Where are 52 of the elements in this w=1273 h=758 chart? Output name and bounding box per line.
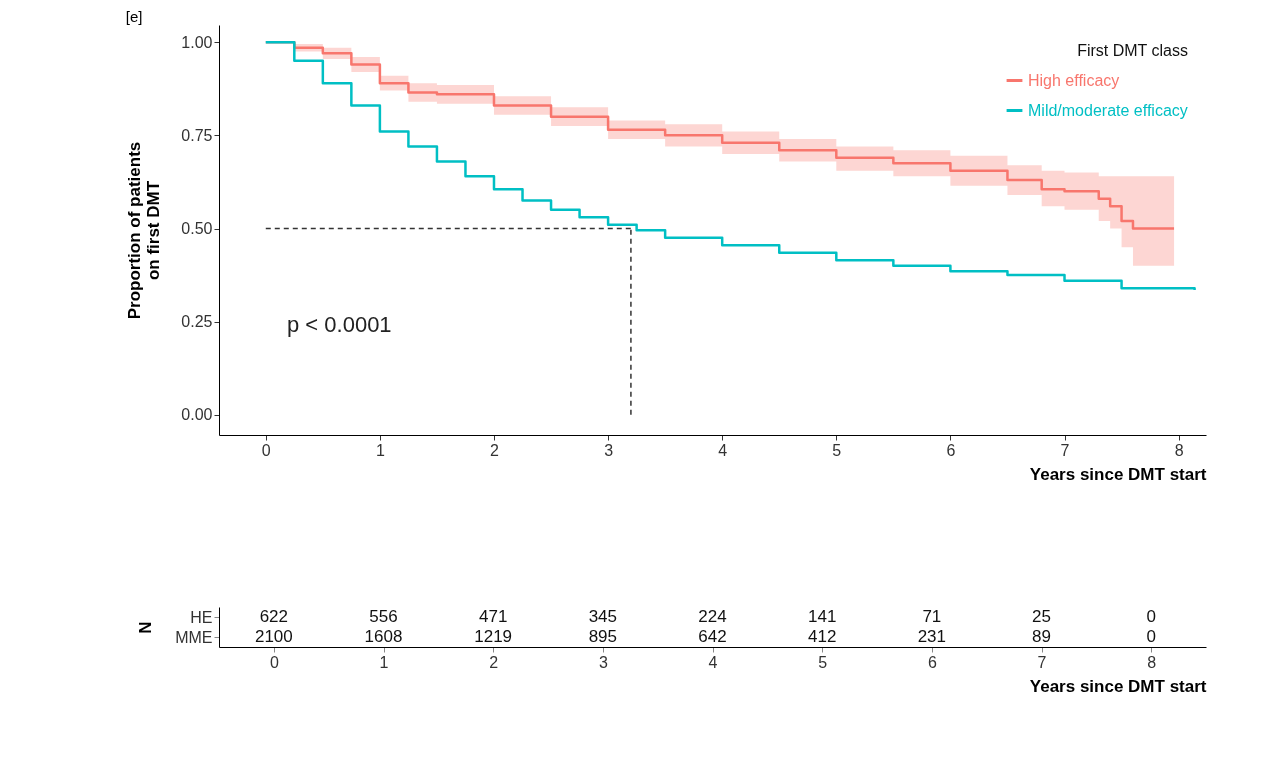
x-tick-label: 1 — [379, 653, 389, 671]
data-label: 1608 — [364, 627, 403, 646]
x-tick-label: 8 — [1147, 653, 1157, 671]
y-axis-title: N — [136, 621, 156, 634]
data-label: 141 — [807, 607, 837, 626]
data-label: 231 — [917, 627, 947, 646]
y-axis-title: Proportion of patients on first DMT — [125, 141, 164, 320]
legend-title: First DMT class — [1077, 42, 1188, 59]
data-label: 412 — [807, 627, 837, 646]
y-tick-label: HE — [190, 608, 213, 626]
data-label: 25 — [1032, 607, 1051, 626]
data-label: 224 — [698, 607, 727, 626]
x-tick-label: 1 — [375, 441, 385, 459]
y-tick-label: 0.25 — [181, 313, 213, 331]
x-tick-label: 3 — [598, 653, 608, 671]
y-tick-label: 0.50 — [181, 220, 213, 238]
x-tick-label: 2 — [490, 441, 500, 459]
x-tick-label: 6 — [946, 441, 956, 459]
data-label: 71 — [922, 607, 942, 626]
data-label: 2100 — [254, 627, 293, 646]
y-tick-label: 1.00 — [181, 33, 213, 51]
x-tick-label: 7 — [1060, 441, 1070, 459]
x-axis-title: Years since DMT start — [1029, 676, 1207, 696]
data-label: 345 — [588, 607, 618, 626]
data-label: 471 — [478, 607, 508, 626]
chart-title: [e] — [125, 8, 143, 25]
x-tick-label: 3 — [604, 441, 614, 459]
legend-label: Mild/moderate efficacy — [1028, 101, 1188, 119]
data-label: 556 — [369, 607, 398, 626]
x-tick-label: 0 — [269, 653, 279, 671]
x-tick-label: 0 — [261, 441, 271, 459]
x-tick-label: 2 — [489, 653, 499, 671]
x-tick-label: 6 — [927, 653, 937, 671]
data-label: 1219 — [474, 627, 513, 646]
x-axis-title: Years since DMT start — [1029, 464, 1207, 484]
y-tick-label: 0.00 — [181, 406, 213, 424]
data-label: 89 — [1032, 627, 1051, 646]
data-label: 0 — [1146, 627, 1156, 646]
data-label: 895 — [588, 627, 618, 646]
x-tick-label: 7 — [1037, 653, 1047, 671]
legend-label: High efficacy — [1028, 71, 1120, 89]
x-tick-label: 4 — [708, 653, 718, 671]
y-tick-label: MME — [175, 628, 213, 646]
x-tick-label: 5 — [832, 441, 842, 459]
x-tick-label: 5 — [818, 653, 828, 671]
x-tick-label: 4 — [718, 441, 728, 459]
annotation: p < 0.0001 — [287, 312, 392, 337]
y-tick-label: 0.75 — [181, 126, 213, 144]
data-label: 642 — [698, 627, 727, 646]
x-tick-label: 8 — [1174, 441, 1184, 459]
data-label: 0 — [1146, 607, 1156, 626]
data-label: 622 — [259, 607, 289, 626]
